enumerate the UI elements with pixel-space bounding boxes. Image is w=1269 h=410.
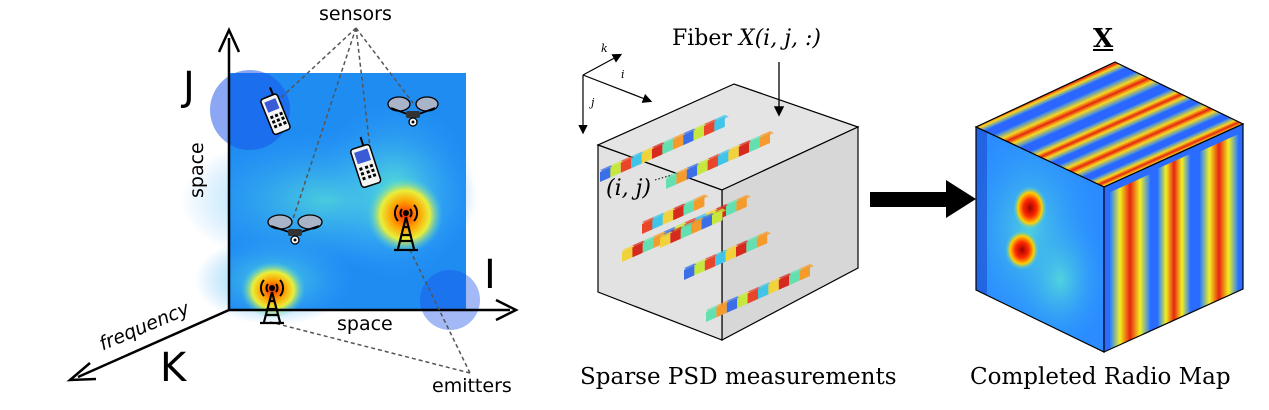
fiber-measurements (600, 114, 814, 322)
fiber-cell (701, 215, 712, 230)
middle-panel (578, 53, 976, 341)
fiber-cell (756, 233, 768, 248)
axis-i-arrowhead (495, 298, 519, 322)
tensor-label: X (1093, 24, 1114, 54)
phone-sensor-icon (260, 86, 291, 136)
fiber-cell (726, 201, 737, 216)
fiber-cell (789, 270, 800, 286)
axis-i-label: I (484, 252, 496, 298)
fiber-cell (738, 142, 750, 157)
axis-k-arrowhead (66, 362, 97, 382)
sensor-dashed-lines (269, 27, 414, 229)
fiber-cell (693, 126, 704, 141)
fiber-cell (736, 196, 747, 212)
fiber-label-math: X(i, j, :) (738, 26, 821, 51)
fiber-cell (712, 210, 723, 225)
fiber-cell (631, 153, 642, 169)
completed-caption: Completed Radio Map (970, 364, 1231, 390)
left-panel (66, 26, 519, 382)
fiber-cell (676, 169, 687, 185)
space-vertical-label: space (186, 142, 208, 198)
fiber-cell (715, 251, 726, 267)
axis-j-small-label: j (591, 96, 595, 109)
fiber-cell (726, 298, 738, 313)
fiber-cell (680, 224, 692, 239)
fiber-cell (684, 265, 695, 280)
fiber-cell (660, 233, 671, 248)
fiber-cell (666, 174, 677, 189)
fiber-cell (686, 165, 698, 180)
fiber-cell (725, 247, 736, 262)
transition-arrow (870, 180, 976, 218)
axis-j-label: J (183, 64, 195, 110)
fiber-cell (683, 201, 694, 216)
space-horizontal-label: space (337, 313, 393, 335)
fiber-cell (620, 158, 632, 173)
fiber-cell (600, 167, 611, 182)
axis-j-arrowhead (217, 26, 241, 53)
fiber-cell (714, 116, 725, 132)
fiber-cell (622, 247, 633, 262)
drone-sensor-icon (387, 96, 439, 127)
fiber-cell (694, 196, 705, 211)
fiber-cell (662, 210, 674, 225)
index-axes (578, 53, 653, 135)
fiber-cell (704, 121, 715, 136)
fiber-cell (697, 160, 708, 176)
phone-sensor-icon (350, 136, 382, 189)
fiber-cell (758, 284, 769, 299)
fiber-cell (749, 137, 760, 153)
fiber-cell (694, 260, 705, 276)
fiber-cell (641, 149, 652, 164)
fiber-cell (737, 293, 748, 309)
fiber-cell (759, 133, 770, 148)
fiber-cell (768, 279, 779, 295)
drone-sensor-icon (267, 214, 323, 245)
right-panel (974, 61, 1245, 353)
fiber-cell (778, 275, 790, 290)
emitter-tower-icon (394, 204, 418, 252)
fiber-cell (704, 256, 716, 271)
fiber-cell (670, 228, 681, 244)
fiber-cell (718, 151, 729, 166)
fiber-cell (610, 162, 621, 178)
fiber-cell (799, 266, 810, 281)
fiber-cell (652, 144, 663, 159)
fiber-cell (747, 289, 758, 304)
axis-k-small-label: k (601, 42, 608, 55)
fiber-cell (673, 205, 684, 221)
fiber-cell (642, 238, 654, 253)
fiber-cell (706, 307, 717, 322)
fiber-cell (652, 214, 663, 230)
fiber-cell (662, 139, 673, 155)
emitter-dashed-lines (269, 249, 471, 374)
fiber-cell (632, 242, 643, 258)
fiber-cell (716, 302, 727, 318)
axis-k-label: K (160, 345, 187, 391)
axis-i-small-label: i (621, 68, 625, 81)
fiber-cell (642, 219, 653, 234)
fiber-cell (707, 156, 718, 171)
fiber-cell (683, 130, 694, 146)
sparse-caption: Sparse PSD measurements (580, 364, 897, 390)
index-pointer (654, 174, 673, 181)
fiber-cell (672, 135, 684, 150)
axis-k-line (77, 308, 230, 379)
emitter-tower-icon (260, 279, 284, 325)
fiber-cell (691, 219, 702, 235)
fiber-label: Fiber X(i, j, :) (672, 26, 821, 51)
index-label: (i, j) (606, 176, 652, 201)
fiber-cell (746, 237, 757, 253)
sensors-label: sensors (319, 3, 392, 25)
fiber-cell (728, 146, 739, 162)
fiber-label-prefix: Fiber (672, 26, 739, 51)
completed-cube-left-face (976, 127, 1104, 352)
fiber-cell (736, 242, 747, 257)
emitters-label: emitters (432, 375, 512, 397)
